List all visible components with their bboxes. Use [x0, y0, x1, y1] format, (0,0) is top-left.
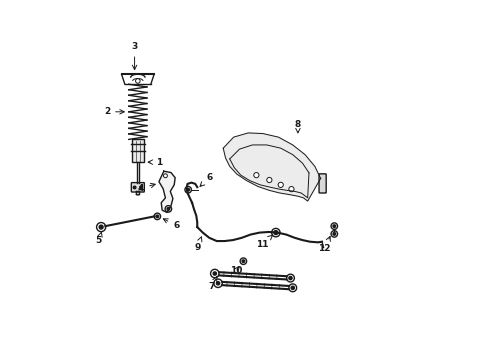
Circle shape	[331, 231, 338, 237]
Text: 9: 9	[194, 237, 202, 252]
Circle shape	[333, 225, 336, 228]
Text: 8: 8	[295, 120, 301, 133]
Circle shape	[211, 269, 219, 278]
Circle shape	[154, 213, 161, 220]
Text: 3: 3	[131, 42, 138, 69]
Circle shape	[289, 186, 294, 192]
Text: 11: 11	[256, 235, 273, 249]
Circle shape	[267, 177, 272, 183]
Circle shape	[278, 182, 283, 188]
Circle shape	[99, 225, 103, 229]
Text: 12: 12	[318, 237, 331, 253]
Polygon shape	[159, 171, 175, 212]
Text: 6: 6	[200, 173, 212, 186]
Text: 6: 6	[163, 219, 179, 230]
Text: 4: 4	[138, 183, 155, 193]
Circle shape	[133, 186, 136, 189]
Circle shape	[164, 174, 168, 178]
Circle shape	[331, 223, 338, 229]
Text: 2: 2	[104, 107, 124, 116]
Circle shape	[240, 258, 246, 265]
Circle shape	[289, 284, 296, 292]
Circle shape	[187, 188, 190, 191]
Circle shape	[291, 286, 294, 289]
FancyBboxPatch shape	[131, 183, 145, 192]
Circle shape	[287, 274, 294, 282]
Text: 7: 7	[208, 276, 217, 291]
Circle shape	[185, 186, 192, 193]
Polygon shape	[223, 133, 320, 201]
Circle shape	[254, 172, 259, 178]
Circle shape	[213, 272, 217, 275]
Circle shape	[156, 215, 159, 218]
Text: 5: 5	[96, 232, 102, 244]
FancyBboxPatch shape	[132, 139, 144, 162]
Circle shape	[97, 222, 106, 231]
Circle shape	[217, 282, 220, 285]
Circle shape	[136, 79, 140, 83]
Circle shape	[140, 186, 143, 189]
Circle shape	[165, 206, 172, 212]
Text: 1: 1	[148, 158, 162, 167]
FancyBboxPatch shape	[319, 174, 326, 193]
Text: 10: 10	[230, 266, 243, 275]
Circle shape	[333, 233, 336, 235]
Circle shape	[167, 208, 170, 210]
Circle shape	[214, 279, 222, 288]
Circle shape	[289, 276, 292, 280]
Circle shape	[242, 260, 245, 262]
Circle shape	[274, 231, 278, 235]
Circle shape	[271, 228, 280, 237]
